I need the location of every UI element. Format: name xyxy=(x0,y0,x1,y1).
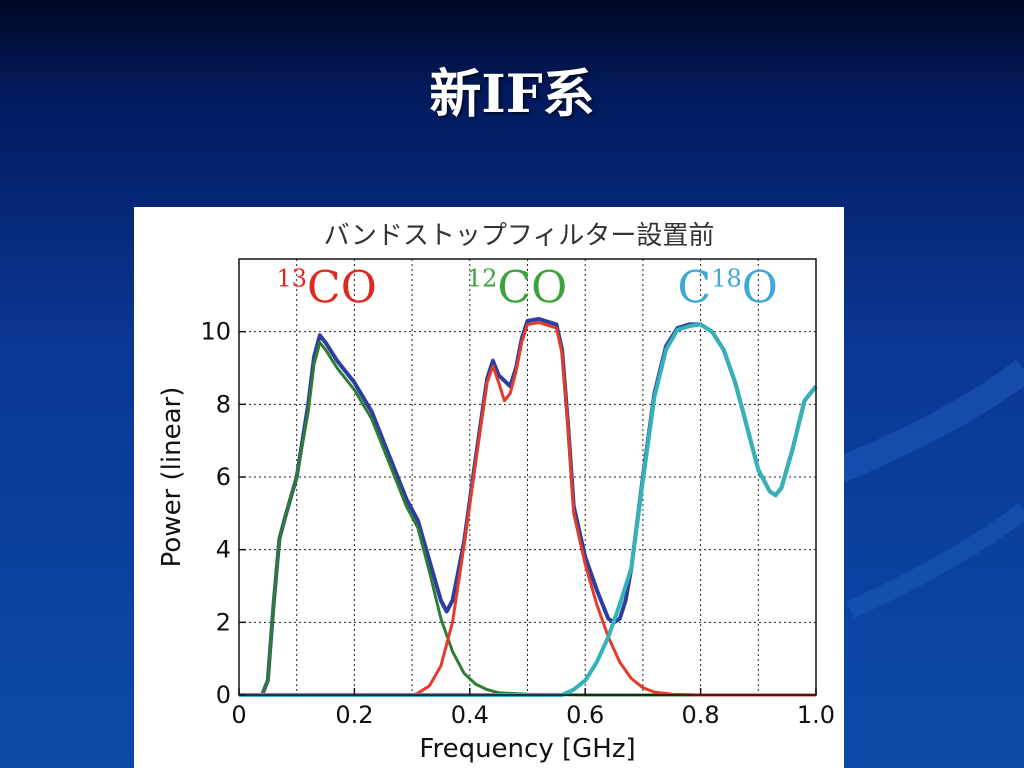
molecule-label-2: 12CO xyxy=(467,263,567,314)
y-tick-label: 6 xyxy=(216,463,231,491)
y-tick-label: 0 xyxy=(216,681,231,709)
series-layer xyxy=(239,317,818,697)
y-tick-label: 4 xyxy=(216,536,231,564)
molecule-label-3: C18O xyxy=(678,263,778,314)
chart-title: バンドストップフィルター設置前 xyxy=(324,221,715,251)
x-tick-label: 0.4 xyxy=(451,701,489,729)
y-tick-label: 2 xyxy=(216,608,231,636)
series-line-2 xyxy=(239,341,816,697)
x-tick-label: 0.6 xyxy=(566,701,604,729)
x-axis-label: Frequency [GHz] xyxy=(419,734,635,764)
annotations: 13CO 12CO C18O xyxy=(277,263,778,314)
y-tick-label: 8 xyxy=(216,390,231,418)
y-axis-label: Power (linear) xyxy=(157,387,187,568)
chart-panel: バンドストップフィルター設置前 0 0.2 0.4 0.6 0.8 1.0 0 2 4 6 8 10 … xyxy=(134,207,844,768)
ticks: 0 0.2 0.4 0.6 0.8 1.0 0 2 4 6 8 10 xyxy=(200,318,835,729)
x-tick-label: 0 xyxy=(231,701,246,729)
slide-title: 新IF系 xyxy=(429,64,595,125)
x-tick-label: 0.2 xyxy=(335,701,373,729)
series-line-3 xyxy=(239,321,816,697)
series-line-4 xyxy=(239,322,818,697)
x-tick-label: 1.0 xyxy=(797,701,835,729)
y-tick-label: 10 xyxy=(200,318,231,346)
x-tick-label: 0.8 xyxy=(682,701,720,729)
molecule-label-1: 13CO xyxy=(277,263,377,314)
line-chart: バンドストップフィルター設置前 0 0.2 0.4 0.6 0.8 1.00246810 … xyxy=(157,221,835,764)
